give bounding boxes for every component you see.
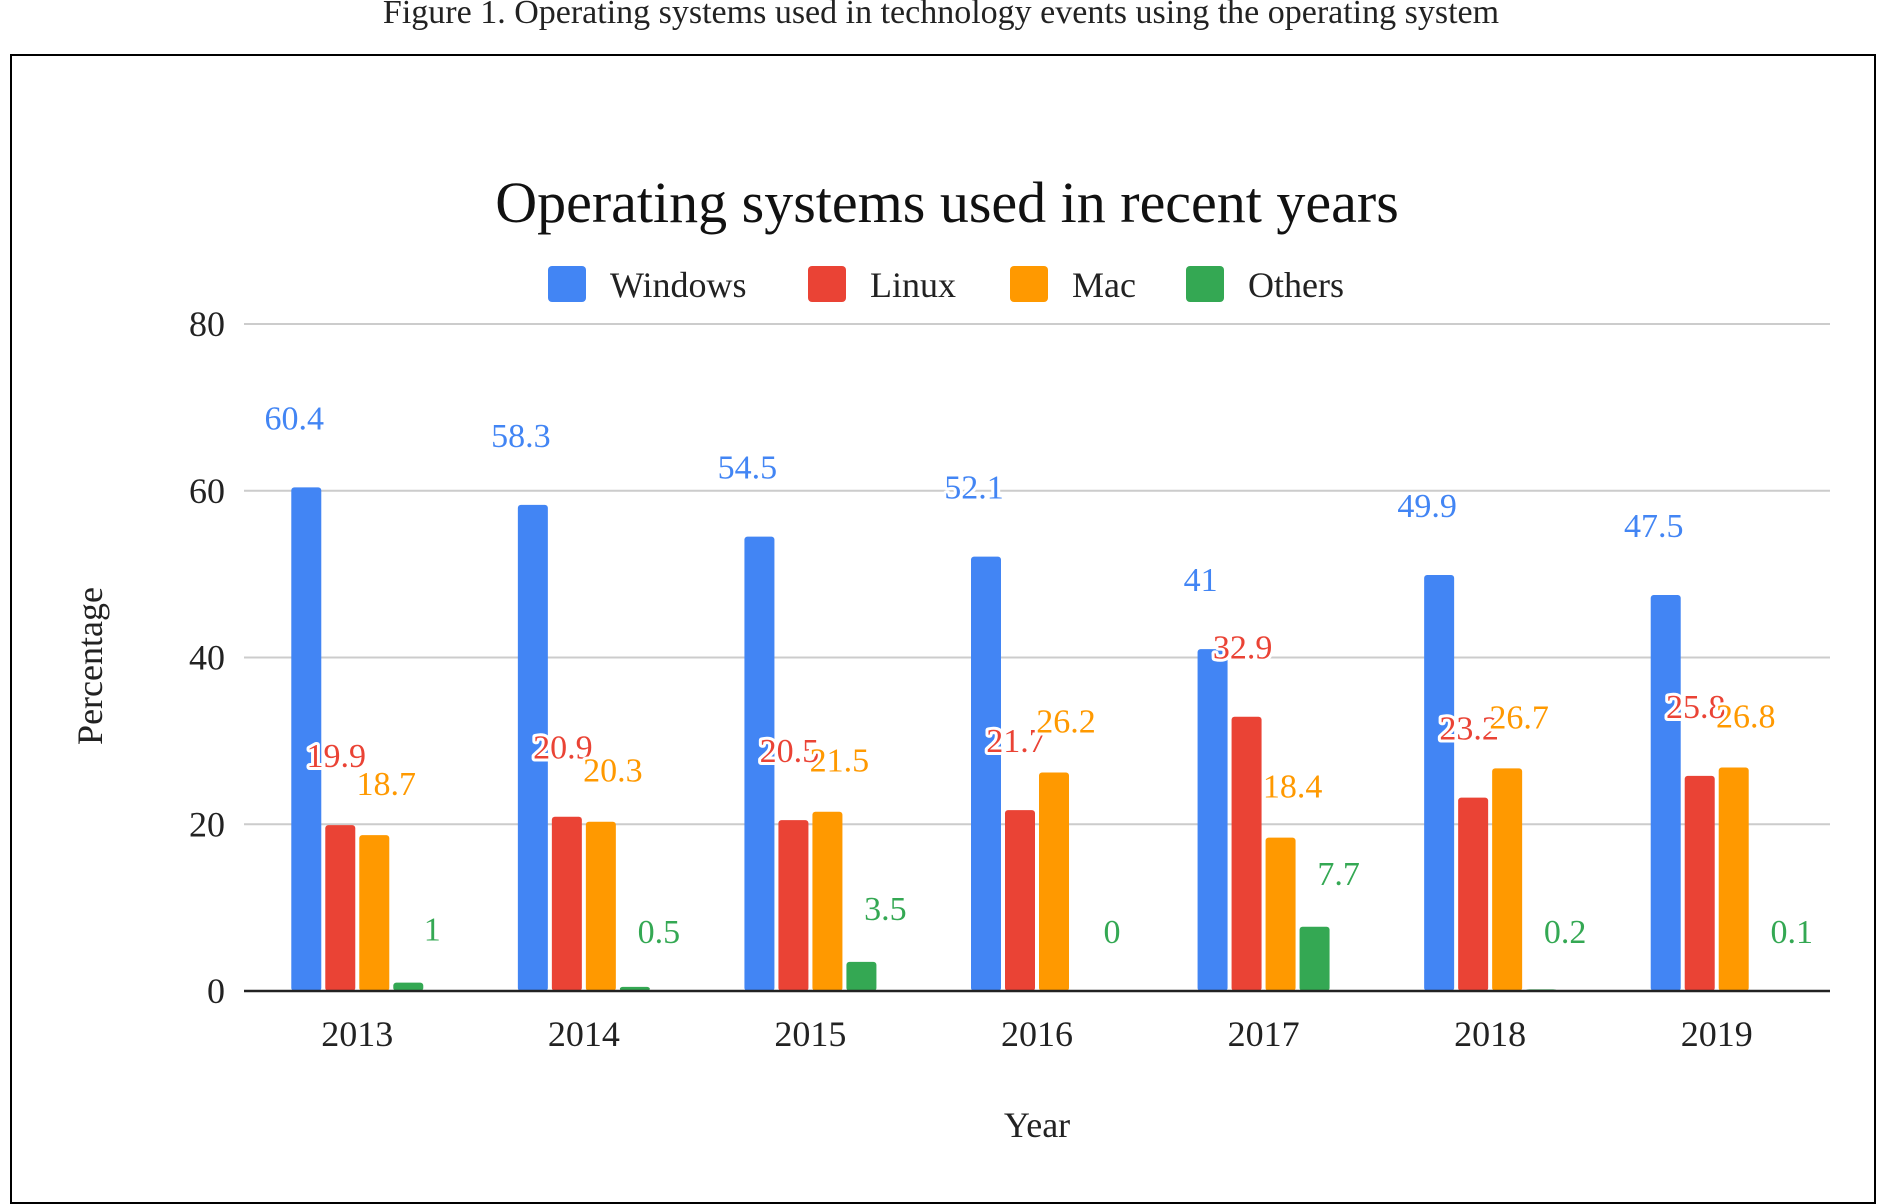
legend-swatch-windows (548, 266, 586, 302)
bar-others-2015 (846, 961, 877, 991)
legend-label-mac: Mac (1072, 265, 1136, 305)
x-tick-label: 2014 (548, 1014, 620, 1054)
bar-linux-2019 (1684, 775, 1715, 991)
bar-windows-2014 (517, 504, 548, 991)
legend-label-linux: Linux (870, 265, 956, 305)
legend-swatch-mac (1010, 266, 1048, 302)
data-label-windows-2017: 41 (1184, 562, 1218, 599)
bar-linux-2017 (1231, 716, 1262, 991)
y-tick-label: 80 (189, 304, 225, 344)
y-tick-label: 0 (207, 971, 225, 1011)
bar-linux-2013 (325, 825, 356, 991)
chart: Operating systems used in recent years W… (70, 170, 1830, 1145)
data-label-mac-2013: 18.7 (357, 766, 417, 803)
bar-mac-2016 (1039, 772, 1069, 991)
bars (291, 487, 1783, 991)
chart-frame: Operating systems used in recent years W… (10, 54, 1876, 1204)
data-label-others-2018: 0.2 (1544, 914, 1587, 951)
bar-windows-2019 (1650, 594, 1681, 991)
bar-mac-2014 (585, 821, 616, 991)
figure-caption: Figure 1. Operating systems used in tech… (382, 0, 1500, 31)
x-tick-label: 2013 (321, 1014, 393, 1054)
x-tick-label: 2019 (1681, 1014, 1753, 1054)
bar-linux-2015 (778, 820, 809, 991)
bar-windows-2015 (744, 536, 775, 991)
x-tick-label: 2016 (1001, 1014, 1073, 1054)
data-label-mac-2015: 21.5 (810, 743, 870, 780)
data-label-linux-2018: 23.2 (1439, 711, 1499, 748)
data-label-mac-2014: 20.3 (583, 753, 643, 790)
legend-swatch-others (1186, 266, 1224, 302)
bar-others-2017 (1299, 926, 1330, 991)
bar-windows-2016 (971, 556, 1001, 991)
data-label-others-2019: 0.1 (1770, 914, 1813, 951)
y-tick-label: 20 (189, 804, 225, 844)
bar-mac-2019 (1718, 767, 1749, 991)
y-tick-label: 60 (189, 471, 225, 511)
data-label-windows-2018: 49.9 (1397, 488, 1457, 525)
data-label-linux-2013: 19.9 (307, 738, 367, 775)
legend-swatch-linux (808, 266, 846, 302)
data-label-others-2016: 0 (1104, 914, 1121, 951)
bar-mac-2015 (812, 811, 843, 991)
chart-title: Operating systems used in recent years (495, 170, 1399, 235)
data-label-linux-2015: 20.5 (760, 733, 820, 770)
x-tick-label: 2018 (1454, 1014, 1526, 1054)
x-axis-title: Year (1004, 1105, 1070, 1145)
data-label-others-2014: 0.5 (638, 914, 681, 951)
data-label-linux-2014: 20.9 (533, 730, 593, 767)
y-tick-label: 40 (189, 638, 225, 678)
y-axis-title: Percentage (70, 587, 110, 745)
data-label-others-2017: 7.7 (1317, 856, 1360, 893)
bar-mac-2017 (1265, 837, 1296, 991)
gridlines (244, 323, 1830, 826)
bar-windows-2013 (291, 487, 322, 991)
data-label-linux-2017: 32.9 (1213, 630, 1273, 667)
data-label-mac-2019: 26.8 (1716, 699, 1776, 736)
legend: Windows Linux Mac Others (548, 265, 1344, 305)
bar-windows-2018 (1424, 574, 1455, 991)
y-axis-ticks: 0 20 40 60 80 (189, 304, 225, 1011)
data-label-windows-2016: 52.1 (944, 470, 1004, 507)
x-axis-ticks: 2013 2014 2015 2016 2017 2018 2019 (321, 1014, 1752, 1054)
data-labels: 60.4 19.918.7 1 58.3 20.920.3 0.5 54.5 20.521.5… (262, 397, 1816, 954)
data-label-linux-2019: 25.8 (1666, 689, 1726, 726)
x-tick-label: 2015 (774, 1014, 846, 1054)
bar-others-2013 (393, 982, 424, 991)
bar-mac-2018 (1492, 768, 1523, 991)
legend-label-windows: Windows (610, 265, 747, 305)
data-label-windows-2014: 58.3 (491, 418, 551, 455)
bar-linux-2014 (551, 816, 582, 991)
data-label-mac-2017: 18.4 (1263, 769, 1323, 806)
data-label-others-2015: 3.5 (864, 891, 907, 928)
bar-linux-2016 (1005, 810, 1035, 991)
bar-windows-2017 (1197, 649, 1228, 991)
data-label-mac-2018: 26.7 (1489, 699, 1549, 736)
bar-linux-2018 (1458, 797, 1489, 991)
data-label-windows-2015: 54.5 (718, 450, 778, 487)
x-tick-label: 2017 (1228, 1014, 1300, 1054)
data-label-windows-2013: 60.4 (265, 400, 325, 437)
data-label-others-2013: 1 (424, 912, 441, 949)
bar-mac-2013 (359, 835, 390, 991)
legend-label-others: Others (1248, 265, 1344, 305)
data-label-windows-2019: 47.5 (1624, 508, 1684, 545)
data-label-linux-2016: 21.7 (986, 723, 1046, 760)
data-label-mac-2016: 26.2 (1036, 704, 1096, 741)
